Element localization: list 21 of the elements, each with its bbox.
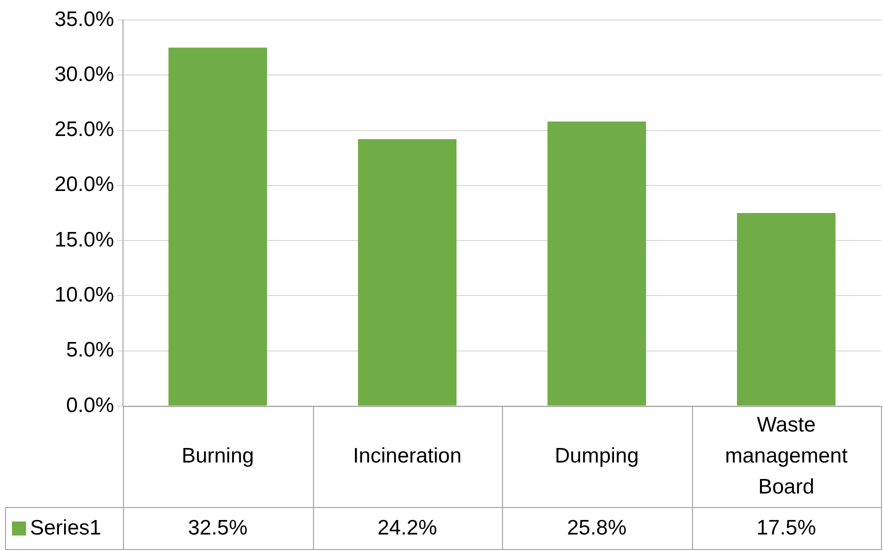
data-label: 17.5% [756,516,816,540]
bar [358,139,457,406]
y-tick-label: 5.0% [66,338,114,362]
data-label: 32.5% [188,516,248,540]
y-tick-label: 35.0% [54,8,114,31]
x-tick-label: Burning [182,444,254,468]
bar [736,213,836,406]
y-tick-label: 20.0% [54,173,114,196]
bar [547,121,646,406]
legend-label: Series1 [30,516,102,540]
y-tick-label: 25.0% [54,118,114,142]
x-tick-label: Waste management Board [724,413,848,498]
data-label: 24.2% [377,516,438,540]
y-tick-label: 15.0% [54,228,114,252]
y-tick-label: 0.0% [66,394,114,417]
x-tick-label: Dumping [554,444,639,468]
bar [168,48,268,406]
y-tick-label: 30.0% [54,62,114,86]
x-tick-label: Incineration [352,444,462,468]
y-tick-label: 10.0% [54,284,114,307]
data-label: 25.8% [566,516,627,540]
